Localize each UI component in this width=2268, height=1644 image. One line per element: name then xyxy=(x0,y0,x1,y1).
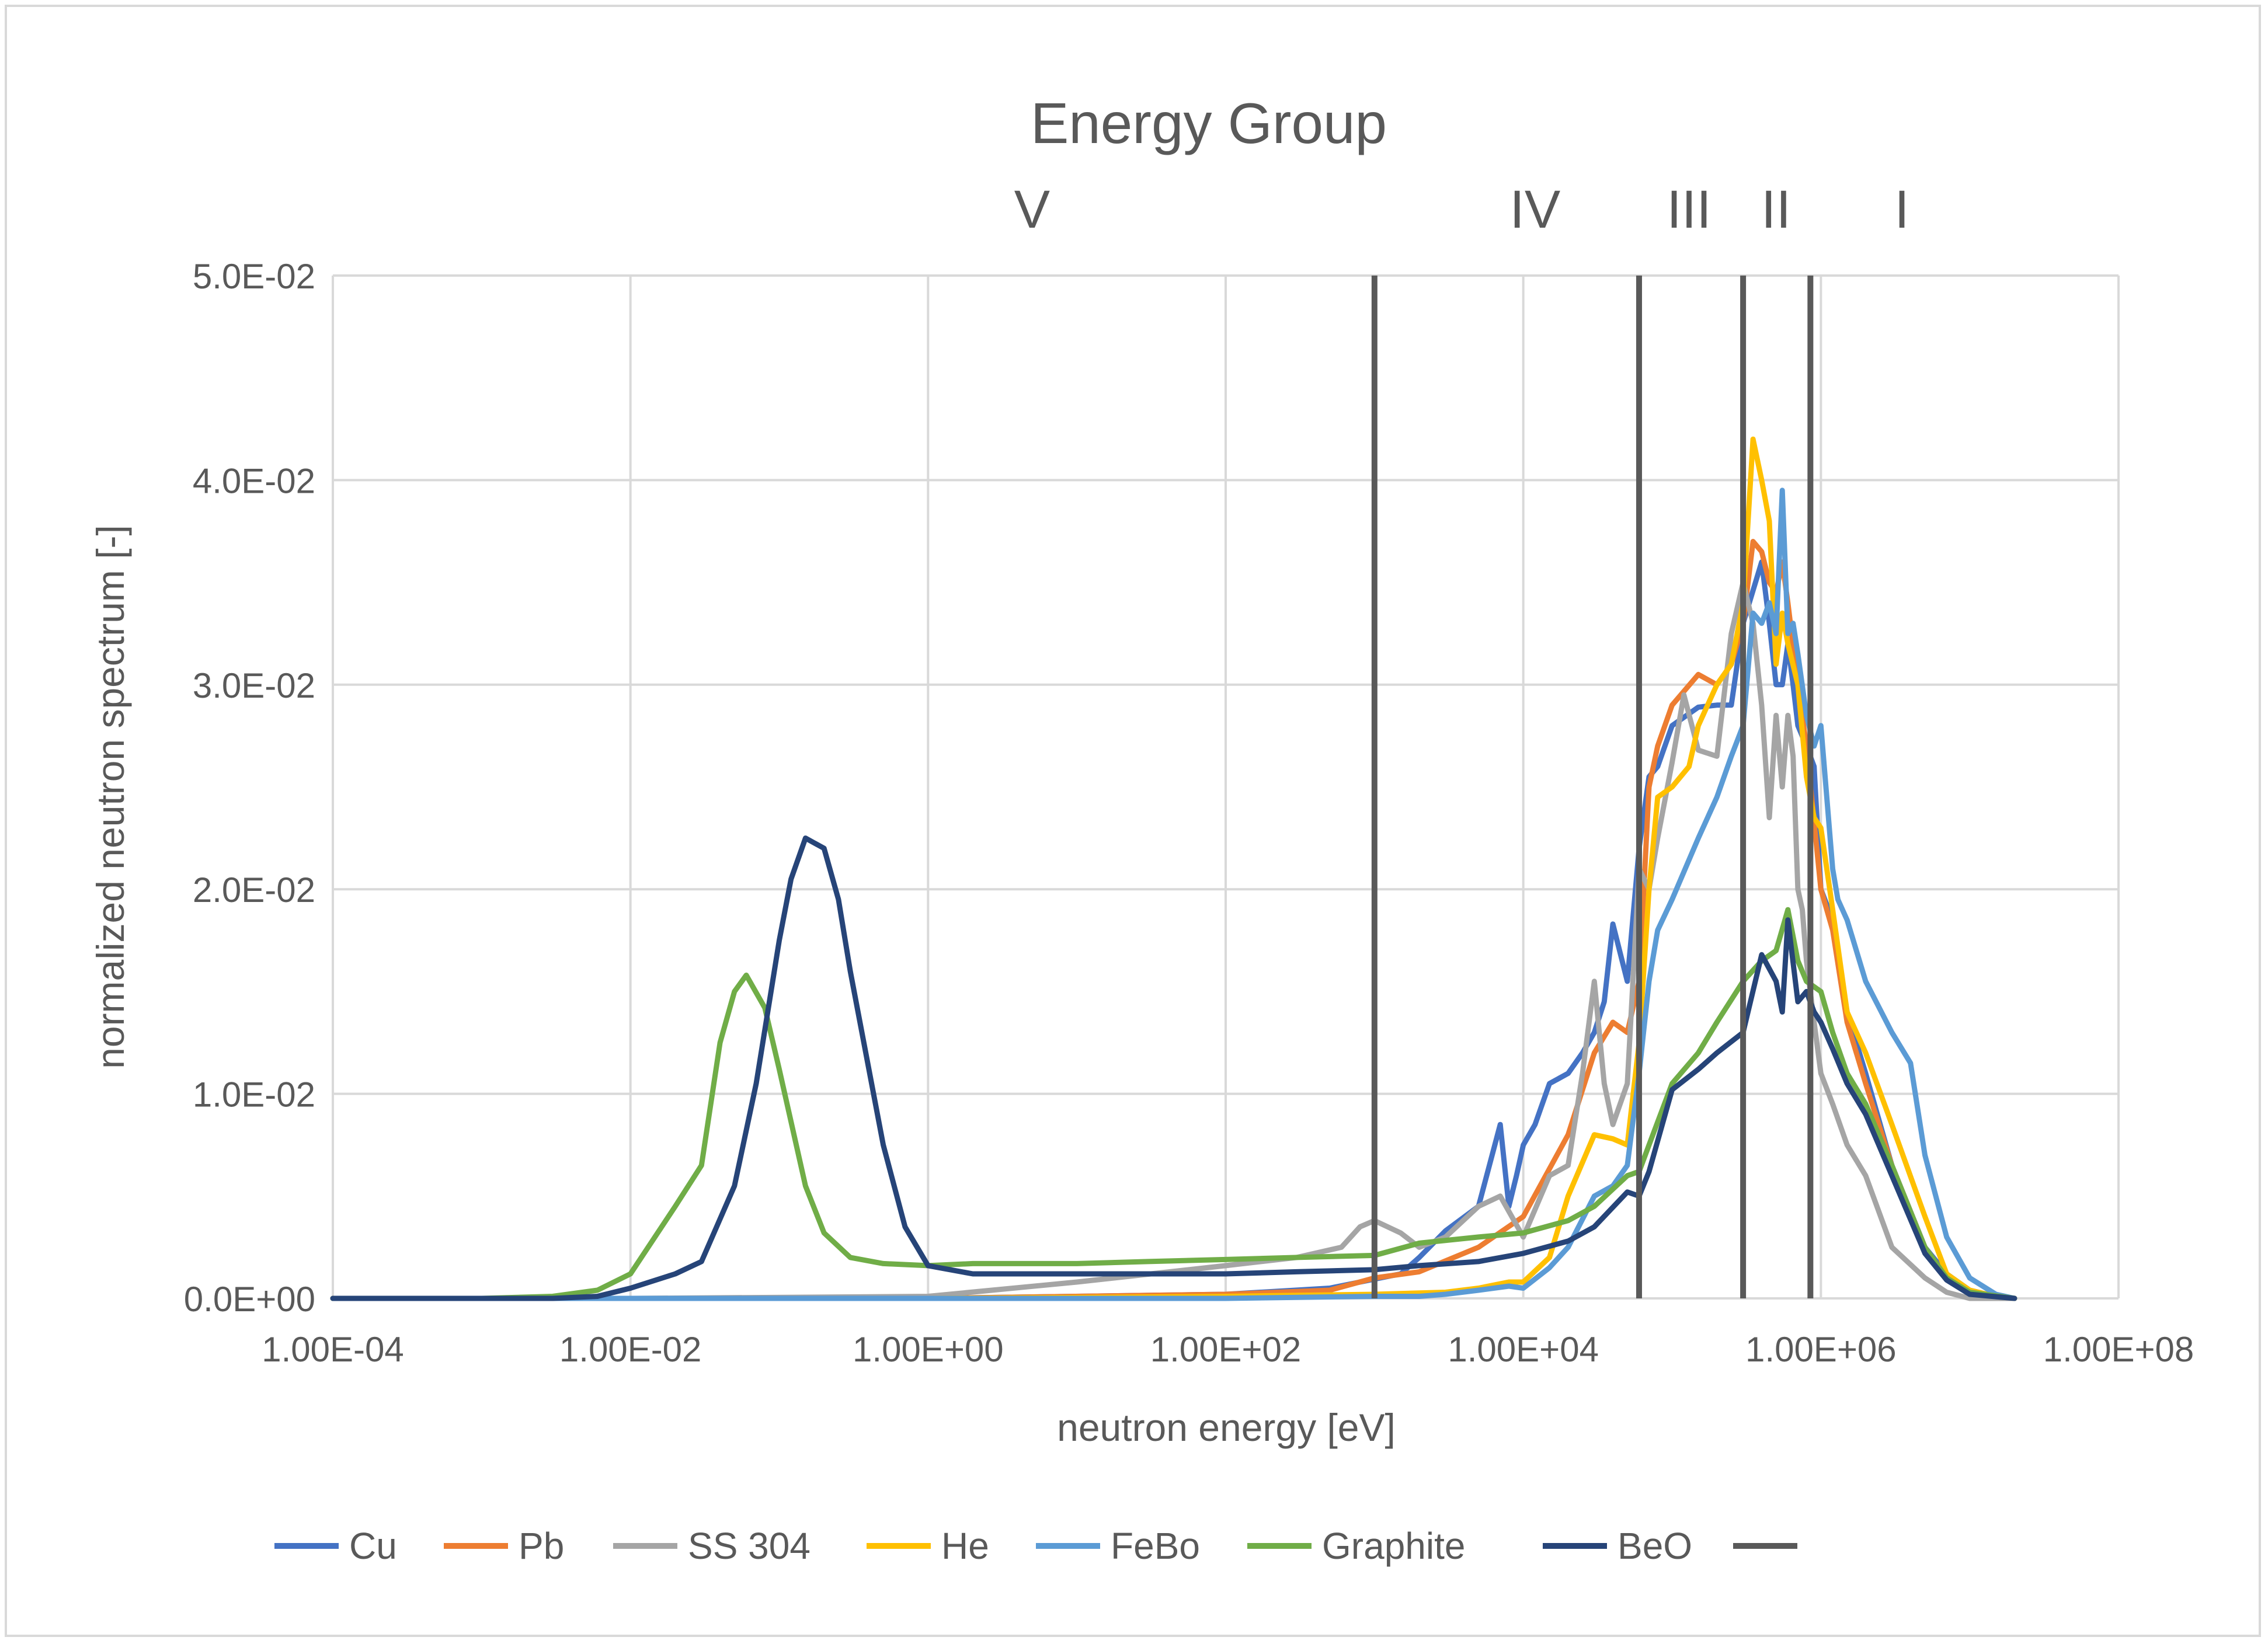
legend-item[interactable]: FeBo xyxy=(1036,1525,1200,1567)
legend-item[interactable]: SS 304 xyxy=(613,1525,811,1567)
series-line-febo xyxy=(330,487,2017,1301)
legend-label: BeO xyxy=(1617,1525,1692,1567)
legend-item[interactable]: Cu xyxy=(274,1525,397,1567)
y-tick-label: 5.0E-02 xyxy=(193,257,315,296)
legend-item[interactable]: He xyxy=(867,1525,989,1567)
legend-label: He xyxy=(941,1525,989,1567)
x-tick-label: 1.00E-02 xyxy=(559,1330,702,1369)
y-tick-label: 1.0E-02 xyxy=(193,1075,315,1114)
legend-item[interactable]: BeO xyxy=(1543,1525,1692,1567)
group-label: I xyxy=(1894,180,1909,239)
y-axis-label: normalized neutron spectrum [-] xyxy=(89,525,132,1069)
series-line-ss-304 xyxy=(330,580,2017,1301)
legend-item[interactable]: Pb xyxy=(444,1525,564,1567)
chart-title: Energy Group xyxy=(1031,91,1387,155)
legend-label: Cu xyxy=(349,1525,397,1567)
x-tick-label: 1.00E+00 xyxy=(853,1330,1004,1369)
x-tick-label: 1.00E+08 xyxy=(2043,1330,2194,1369)
x-tick-label: 1.00E+04 xyxy=(1448,1330,1599,1369)
group-label: II xyxy=(1761,180,1791,239)
group-label: III xyxy=(1667,180,1712,239)
legend-label: FeBo xyxy=(1111,1525,1200,1567)
legend-item[interactable]: Graphite xyxy=(1247,1525,1465,1567)
legend-label: Pb xyxy=(519,1525,564,1567)
y-tick-label: 4.0E-02 xyxy=(193,461,315,500)
chart-frame xyxy=(5,5,2261,1637)
legend-label: SS 304 xyxy=(688,1525,811,1567)
series-line-pb xyxy=(330,539,2017,1301)
legend-label: Graphite xyxy=(1322,1525,1465,1567)
series-line-cu xyxy=(330,559,2017,1301)
group-label: IV xyxy=(1509,180,1560,239)
y-tick-label: 2.0E-02 xyxy=(193,870,315,910)
group-label: V xyxy=(1014,180,1050,239)
y-tick-label: 0.0E+00 xyxy=(184,1280,315,1319)
y-tick-label: 3.0E-02 xyxy=(193,666,315,705)
x-tick-label: 1.00E-04 xyxy=(262,1330,404,1369)
x-tick-label: 1.00E+02 xyxy=(1150,1330,1302,1369)
series-line-he xyxy=(330,436,2017,1301)
series-line-graphite xyxy=(330,907,2017,1301)
series-line-beo xyxy=(330,835,2017,1301)
x-tick-label: 1.00E+06 xyxy=(1745,1330,1897,1369)
x-axis-label: neutron energy [eV] xyxy=(1057,1406,1396,1449)
